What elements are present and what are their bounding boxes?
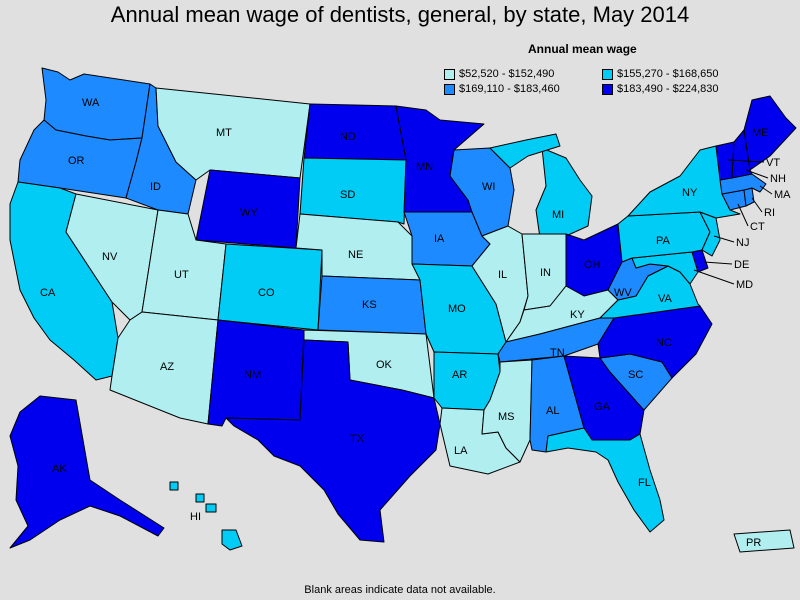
label-fl: FL <box>638 477 651 489</box>
state-me[interactable] <box>743 95 797 171</box>
label-wy: WY <box>240 207 258 219</box>
label-nd: ND <box>340 131 356 143</box>
legend-item-tier-2: $155,270 - $168,650 <box>602 67 752 81</box>
label-va: VA <box>658 293 673 305</box>
label-il: IL <box>498 269 507 281</box>
label-nv: NV <box>102 251 118 263</box>
label-sc: SC <box>628 369 643 381</box>
legend-item-tier-1: $52,520 - $152,490 <box>444 67 602 81</box>
label-ri: RI <box>764 207 775 219</box>
label-ne: NE <box>348 249 363 261</box>
label-al: AL <box>546 405 559 417</box>
state-fl[interactable] <box>545 427 665 533</box>
label-ca: CA <box>40 287 56 299</box>
legend-swatch <box>444 83 455 95</box>
legend-label: $183,490 - $224,830 <box>617 83 719 95</box>
label-nh: NH <box>770 173 786 185</box>
label-ar: AR <box>452 369 467 381</box>
label-ct: CT <box>750 221 765 233</box>
legend-item-tier-4: $183,490 - $224,830 <box>602 82 752 96</box>
legend-item-tier-3: $169,110 - $183,460 <box>444 82 602 96</box>
legend-label: $52,520 - $152,490 <box>459 68 555 80</box>
state-mi[interactable] <box>535 147 593 239</box>
label-ky: KY <box>570 309 585 321</box>
label-nj: NJ <box>736 237 749 249</box>
label-de: DE <box>734 259 749 271</box>
state-ms[interactable] <box>481 359 533 463</box>
label-wa: WA <box>82 97 100 109</box>
label-nc: NC <box>656 337 672 349</box>
label-ga: GA <box>594 401 611 413</box>
state-hi-2[interactable] <box>195 493 205 503</box>
label-in: IN <box>540 267 551 279</box>
leader-lines <box>693 159 773 285</box>
footnote: Blank areas indicate data not available. <box>304 584 496 596</box>
state-mi-up[interactable] <box>489 133 561 169</box>
state-hi-4[interactable] <box>169 481 179 491</box>
label-mi: MI <box>552 209 564 221</box>
label-ia: IA <box>434 233 445 245</box>
label-ks: KS <box>362 299 377 311</box>
label-wi: WI <box>482 181 495 193</box>
state-ma[interactable] <box>719 173 767 195</box>
label-wv: WV <box>614 287 632 299</box>
state-ak[interactable] <box>9 395 165 549</box>
label-or: OR <box>68 155 85 167</box>
label-oh: OH <box>584 259 601 271</box>
legend-title: Annual mean wage <box>528 42 637 56</box>
label-tn: TN <box>550 347 565 359</box>
legend-label: $169,110 - $183,460 <box>459 83 560 95</box>
label-mo: MO <box>448 303 466 315</box>
legend: $52,520 - $152,490 $155,270 - $168,650 $… <box>444 67 744 96</box>
label-ma: MA <box>774 189 791 201</box>
legend-swatch <box>602 68 613 80</box>
state-ri[interactable] <box>743 187 755 207</box>
label-ny: NY <box>682 187 698 199</box>
label-ms: MS <box>498 411 515 423</box>
label-me: ME <box>752 127 769 139</box>
legend-swatch <box>602 83 613 95</box>
label-md: MD <box>736 279 753 291</box>
label-vt: VT <box>766 157 780 169</box>
label-ak: AK <box>52 463 67 475</box>
map-title: Annual mean wage of dentists, general, b… <box>110 2 690 27</box>
label-mn: MN <box>416 161 433 173</box>
state-tx[interactable] <box>225 339 441 543</box>
label-tx: TX <box>350 433 365 445</box>
label-pr: PR <box>746 537 761 549</box>
label-co: CO <box>258 287 275 299</box>
state-sd[interactable] <box>299 157 407 225</box>
label-mt: MT <box>216 127 232 139</box>
label-ok: OK <box>376 359 393 371</box>
label-id: ID <box>150 181 161 193</box>
legend-swatch <box>444 68 455 80</box>
state-hi-3[interactable] <box>205 503 217 513</box>
label-hi: HI <box>190 511 201 523</box>
state-hi[interactable] <box>221 529 243 551</box>
label-pa: PA <box>656 235 671 247</box>
label-la: LA <box>454 445 468 457</box>
label-ut: UT <box>174 269 189 281</box>
state-pr[interactable] <box>733 529 795 553</box>
label-nm: NM <box>244 369 261 381</box>
label-az: AZ <box>160 361 174 373</box>
label-sd: SD <box>340 189 355 201</box>
legend-label: $155,270 - $168,650 <box>617 68 719 80</box>
